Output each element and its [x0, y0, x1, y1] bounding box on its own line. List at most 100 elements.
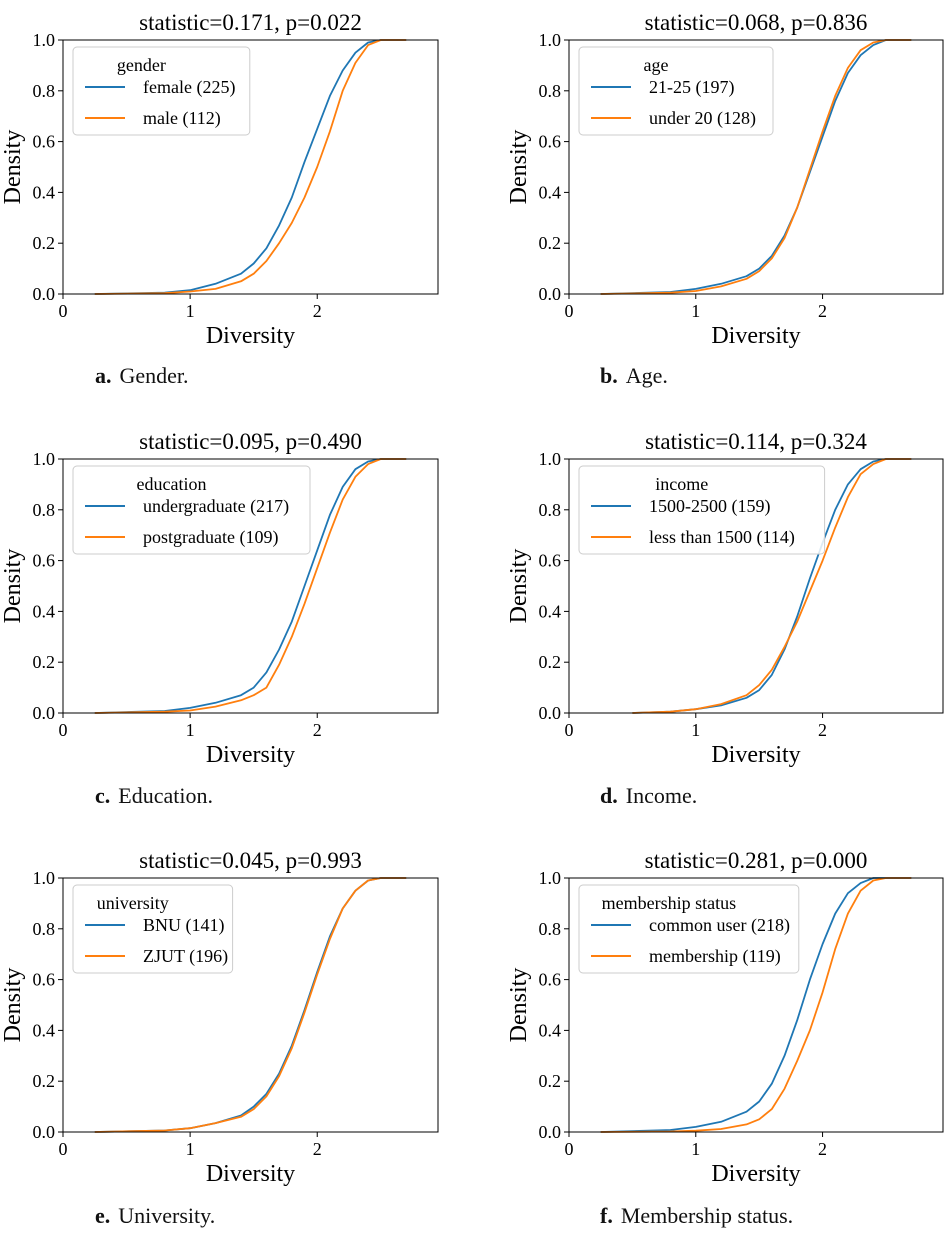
y-tick-label: 1.0 [539, 30, 562, 50]
plot-frame [568, 458, 944, 714]
series-line-2 [94, 877, 407, 1133]
x-tick-label: 0 [59, 1139, 68, 1159]
y-tick-label: 0.0 [539, 703, 562, 723]
y-tick-label: 0.6 [33, 132, 56, 152]
x-axis-label: Diversity [206, 742, 295, 768]
legend-label-2: under 20 (128) [649, 108, 756, 129]
x-axis-label: Diversity [206, 1161, 295, 1187]
series-line-2 [600, 877, 912, 1133]
panel-caption: b. Age. [600, 363, 668, 389]
legend-label-2: male (112) [143, 108, 221, 129]
chart-panel-2: statistic=0.068, p=0.836 0.0 0.2 0.4 0.6 0.8 1… [506, 10, 944, 349]
caption-text: Age. [625, 363, 668, 388]
series-line-2 [94, 458, 407, 714]
legend-label-1: undergraduate (217) [143, 496, 289, 517]
y-tick-label: 0.6 [539, 132, 562, 152]
caption-text: University. [118, 1203, 216, 1228]
x-tick-label: 1 [186, 1139, 195, 1159]
x-tick-label: 0 [565, 1139, 574, 1159]
plot-frame [62, 39, 439, 295]
x-axis-label: Diversity [711, 742, 800, 768]
legend-label-2: membership (119) [649, 946, 781, 967]
chart-title: statistic=0.171, p=0.022 [139, 10, 362, 35]
series-line-2 [94, 39, 407, 295]
x-tick-label: 1 [691, 1139, 700, 1159]
chart-title: statistic=0.045, p=0.993 [139, 848, 362, 873]
x-tick-label: 2 [313, 720, 322, 740]
legend-box [578, 465, 826, 555]
legend-title: education [137, 474, 207, 494]
x-tick-label: 0 [59, 301, 68, 321]
legend-title: gender [117, 55, 166, 75]
x-tick-label: 1 [691, 720, 700, 740]
y-tick-label: 1.0 [539, 449, 562, 469]
plot-frame [568, 877, 944, 1133]
chart-title: statistic=0.114, p=0.324 [645, 429, 867, 454]
chart-panel-4: statistic=0.114, p=0.324 0.0 0.2 0.4 0.6 0.8 1… [506, 429, 944, 768]
plot-frame [62, 877, 439, 1133]
panel-caption: c. Education. [95, 783, 213, 809]
legend-title: age [644, 55, 669, 75]
x-tick-label: 0 [565, 720, 574, 740]
y-tick-label: 0.6 [539, 970, 562, 990]
y-tick-label: 0.4 [539, 601, 562, 621]
y-tick-label: 0.2 [539, 1071, 562, 1091]
plot-frame [568, 39, 944, 295]
x-axis-label: Diversity [711, 323, 800, 349]
caption-letter: b. [600, 363, 618, 388]
legend-box [72, 465, 311, 555]
caption-letter: e. [95, 1203, 111, 1228]
legend-title: income [655, 474, 708, 494]
y-tick-label: 0.0 [539, 284, 562, 304]
legend-box [72, 884, 234, 974]
x-tick-label: 2 [313, 1139, 322, 1159]
legend-box [578, 46, 774, 136]
legend-label-2: less than 1500 (114) [649, 527, 795, 548]
series-line-2 [632, 458, 912, 714]
series-line-2 [600, 39, 912, 295]
y-tick-label: 0.2 [33, 652, 56, 672]
y-tick-label: 0.8 [539, 81, 562, 101]
x-tick-label: 0 [59, 720, 68, 740]
y-tick-label: 0.0 [539, 1122, 562, 1142]
y-tick-label: 0.4 [539, 182, 562, 202]
x-tick-label: 2 [818, 301, 827, 321]
x-tick-label: 1 [186, 720, 195, 740]
chart-panel-6: statistic=0.281, p=0.000 0.0 0.2 0.4 0.6 0.8 1… [506, 848, 944, 1187]
y-axis-label: Density [506, 130, 532, 205]
chart-panel-3: statistic=0.095, p=0.490 0.0 0.2 0.4 0.6 0.8 1… [0, 429, 439, 768]
y-tick-label: 0.8 [33, 919, 56, 939]
panel-caption: e. University. [95, 1203, 215, 1229]
y-tick-label: 0.8 [539, 919, 562, 939]
y-tick-label: 0.8 [33, 81, 56, 101]
caption-letter: a. [95, 363, 112, 388]
series-line-1 [600, 877, 912, 1133]
y-tick-label: 0.2 [33, 233, 56, 253]
legend-box [578, 884, 800, 974]
y-tick-label: 1.0 [539, 868, 562, 888]
y-tick-label: 0.6 [33, 551, 56, 571]
y-tick-label: 1.0 [33, 868, 56, 888]
panel-caption: f. Membership status. [600, 1203, 793, 1229]
y-tick-label: 0.6 [33, 970, 56, 990]
y-tick-label: 0.2 [33, 1071, 56, 1091]
y-tick-label: 0.4 [33, 182, 56, 202]
caption-text: Gender. [119, 363, 189, 388]
x-tick-label: 1 [186, 301, 195, 321]
caption-letter: d. [600, 783, 618, 808]
y-axis-label: Density [0, 549, 26, 624]
y-axis-label: Density [506, 549, 532, 624]
chart-title: statistic=0.095, p=0.490 [139, 429, 362, 454]
x-tick-label: 2 [818, 1139, 827, 1159]
series-line-1 [94, 458, 407, 714]
plot-frame [62, 458, 439, 714]
chart-panel-1: statistic=0.171, p=0.022 0.0 0.2 0.4 0.6 0.8 1… [0, 10, 439, 349]
chart-title: statistic=0.281, p=0.000 [645, 848, 868, 873]
